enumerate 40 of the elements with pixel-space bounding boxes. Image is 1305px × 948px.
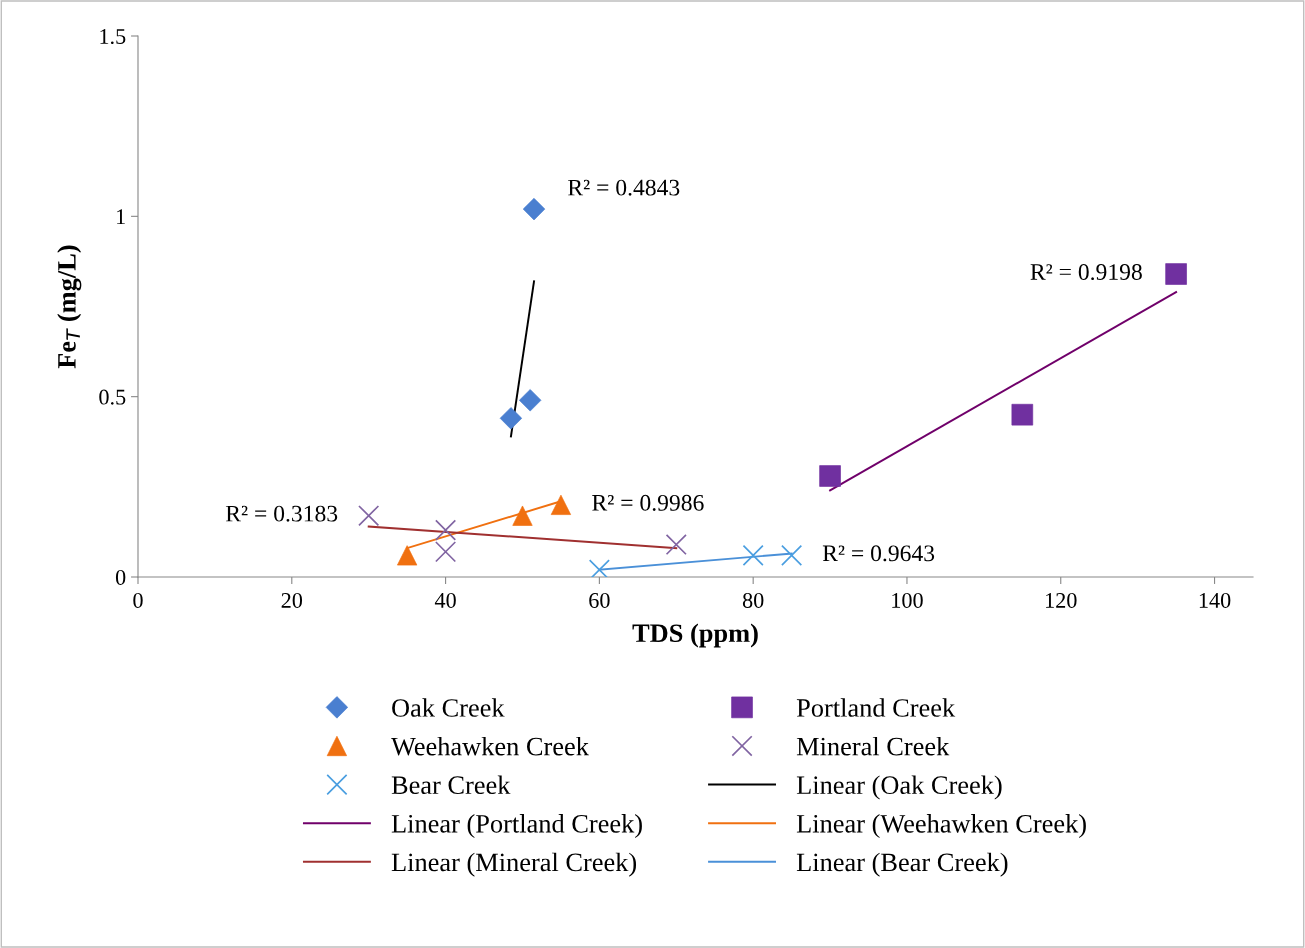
annotation: R² = 0.9986 (592, 494, 704, 511)
point (550, 494, 571, 515)
legend-label: Oak Creek (392, 698, 505, 717)
point (358, 505, 380, 527)
point (665, 533, 687, 556)
annotation: R² = 0.9198 (1030, 264, 1142, 281)
legend-label: Linear (Bear Creek) (796, 852, 1008, 877)
legend-label: Linear (Weehawken Creek) (796, 814, 1086, 839)
x-tick-label: 0 (133, 592, 143, 608)
y-tick-label: 1 (117, 209, 125, 225)
legend-label: Portland Creek (796, 698, 956, 717)
y-tick-label: 0 (115, 569, 126, 585)
x-tick-label: 60 (589, 592, 610, 608)
legend-label: Weehawken Creek (391, 736, 589, 756)
x-axis-title: TDS (ppm) (632, 623, 758, 648)
y-tick-label: 1.5 (100, 29, 126, 45)
x-tick-label: 20 (281, 592, 303, 608)
x-tick-label: 140 (1199, 592, 1231, 608)
legend-label: Linear (Portland Creek) (391, 814, 642, 839)
point (588, 559, 610, 577)
legend-label: Mineral Creek (796, 736, 950, 756)
y-tick-label: 0.5 (99, 389, 126, 405)
point (499, 407, 523, 430)
point (435, 519, 457, 541)
point (742, 544, 764, 566)
annotation: R² = 0.9643 (822, 545, 935, 562)
legend-label: Linear (Oak Creek) (796, 775, 1002, 800)
legend-label: Bear Creek (391, 775, 511, 795)
annotation: R² = 0.4843 (568, 179, 680, 196)
annotation: R² = 0.3183 (225, 505, 338, 522)
legend-label: Linear (Mineral Creek) (391, 852, 637, 877)
point (397, 545, 418, 566)
x-tick-label: 80 (742, 592, 764, 608)
x-tick-label: 120 (1046, 592, 1077, 608)
x-tick-label: 100 (892, 592, 923, 608)
x-tick-label: 40 (434, 592, 456, 608)
point (1165, 263, 1187, 285)
point (781, 544, 803, 566)
y-axis-title: Fe$_{T}$ (mg/L) (57, 245, 82, 369)
point (435, 541, 457, 563)
